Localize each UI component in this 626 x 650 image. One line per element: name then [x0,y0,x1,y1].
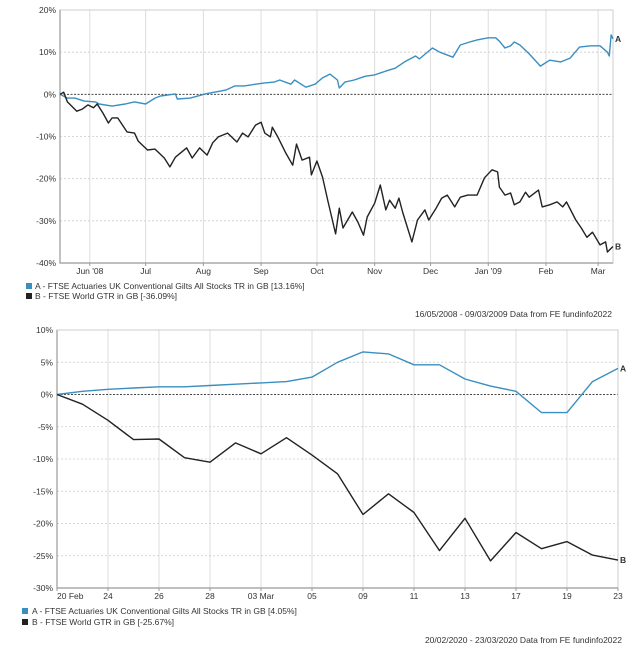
x-tick-label: 03 Mar [248,591,275,601]
x-tick-label: 13 [460,591,470,601]
legend-swatch-a [26,283,32,289]
y-tick-label: -40% [36,258,56,268]
x-tick-label: 05 [307,591,317,601]
x-tick-label: Jan '09 [475,266,502,276]
axis-lines [56,330,618,589]
x-tick-label: Sep [254,266,269,276]
series-b-line [56,393,619,562]
y-tick-label: -15% [33,486,53,496]
legend-label-a: A - FTSE Actuaries UK Conventional Gilts… [32,606,297,616]
x-tick-label: 19 [562,591,572,601]
x-tick-label: Mar [591,266,606,276]
date-range-footer: 16/05/2008 - 09/03/2009 Data from FE fun… [415,309,612,319]
x-tick-label: Nov [367,266,383,276]
x-tick-label: 28 [205,591,215,601]
y-tick-label: -20% [36,174,56,184]
y-tick-label: -30% [36,216,56,226]
x-tick-label: 26 [154,591,164,601]
legend-2020: A - FTSE Actuaries UK Conventional Gilts… [22,606,622,645]
x-tick-label: Jun '08 [76,266,103,276]
x-tick-label: Aug [196,266,211,276]
legend-swatch-b [26,293,32,299]
series-b-end-label: B [615,242,621,252]
legend-2008: A - FTSE Actuaries UK Conventional Gilts… [26,281,612,319]
series-b-line [59,91,614,253]
series-a-line [56,351,619,414]
y-tick-label: -30% [33,583,53,593]
y-tick-label: -10% [33,454,53,464]
x-tick-label: 09 [358,591,368,601]
chart-2008: Jun '08 Jul Aug Sep Oct Nov Dec Jan '09 Feb Mar 20… [36,5,621,276]
series-b-end-label: B [620,555,626,565]
series-a-end-label: A [615,34,621,44]
x-tick-label: 23 [613,591,623,601]
x-tick-label: Feb [539,266,554,276]
chart-2020: 20 Feb 24 26 28 03 Mar 05 09 11 13 17 19 23 10% 5% 0% -… [33,325,626,601]
legend-swatch-b [22,619,28,625]
date-range-footer: 20/02/2020 - 23/03/2020 Data from FE fun… [425,635,622,645]
x-tick-label: 11 [410,591,419,601]
x-tick-label: 17 [511,591,521,601]
legend-label-a: A - FTSE Actuaries UK Conventional Gilts… [35,281,305,291]
series-a-line [59,34,614,107]
y-tick-label: -25% [33,551,53,561]
y-tick-label: 0% [44,89,57,99]
x-tick-label: Jul [140,266,151,276]
y-tick-label: 0% [41,390,54,400]
y-tick-label: 5% [41,357,54,367]
y-tick-label: 10% [39,47,56,57]
x-tick-label: 24 [103,591,113,601]
y-tick-label: 10% [36,325,53,335]
y-tick-label: 20% [39,5,56,15]
series-a-end-label: A [620,363,626,373]
x-tick-label: 20 Feb [57,591,84,601]
x-tick-label: Oct [310,266,324,276]
legend-swatch-a [22,608,28,614]
x-tick-label: Dec [423,266,439,276]
y-tick-label: -10% [36,132,56,142]
y-tick-label: -5% [38,422,54,432]
legend-label-b: B - FTSE World GTR in GB [-36.09%] [35,291,177,301]
legend-label-b: B - FTSE World GTR in GB [-25.67%] [32,617,174,627]
y-tick-label: -20% [33,519,53,529]
